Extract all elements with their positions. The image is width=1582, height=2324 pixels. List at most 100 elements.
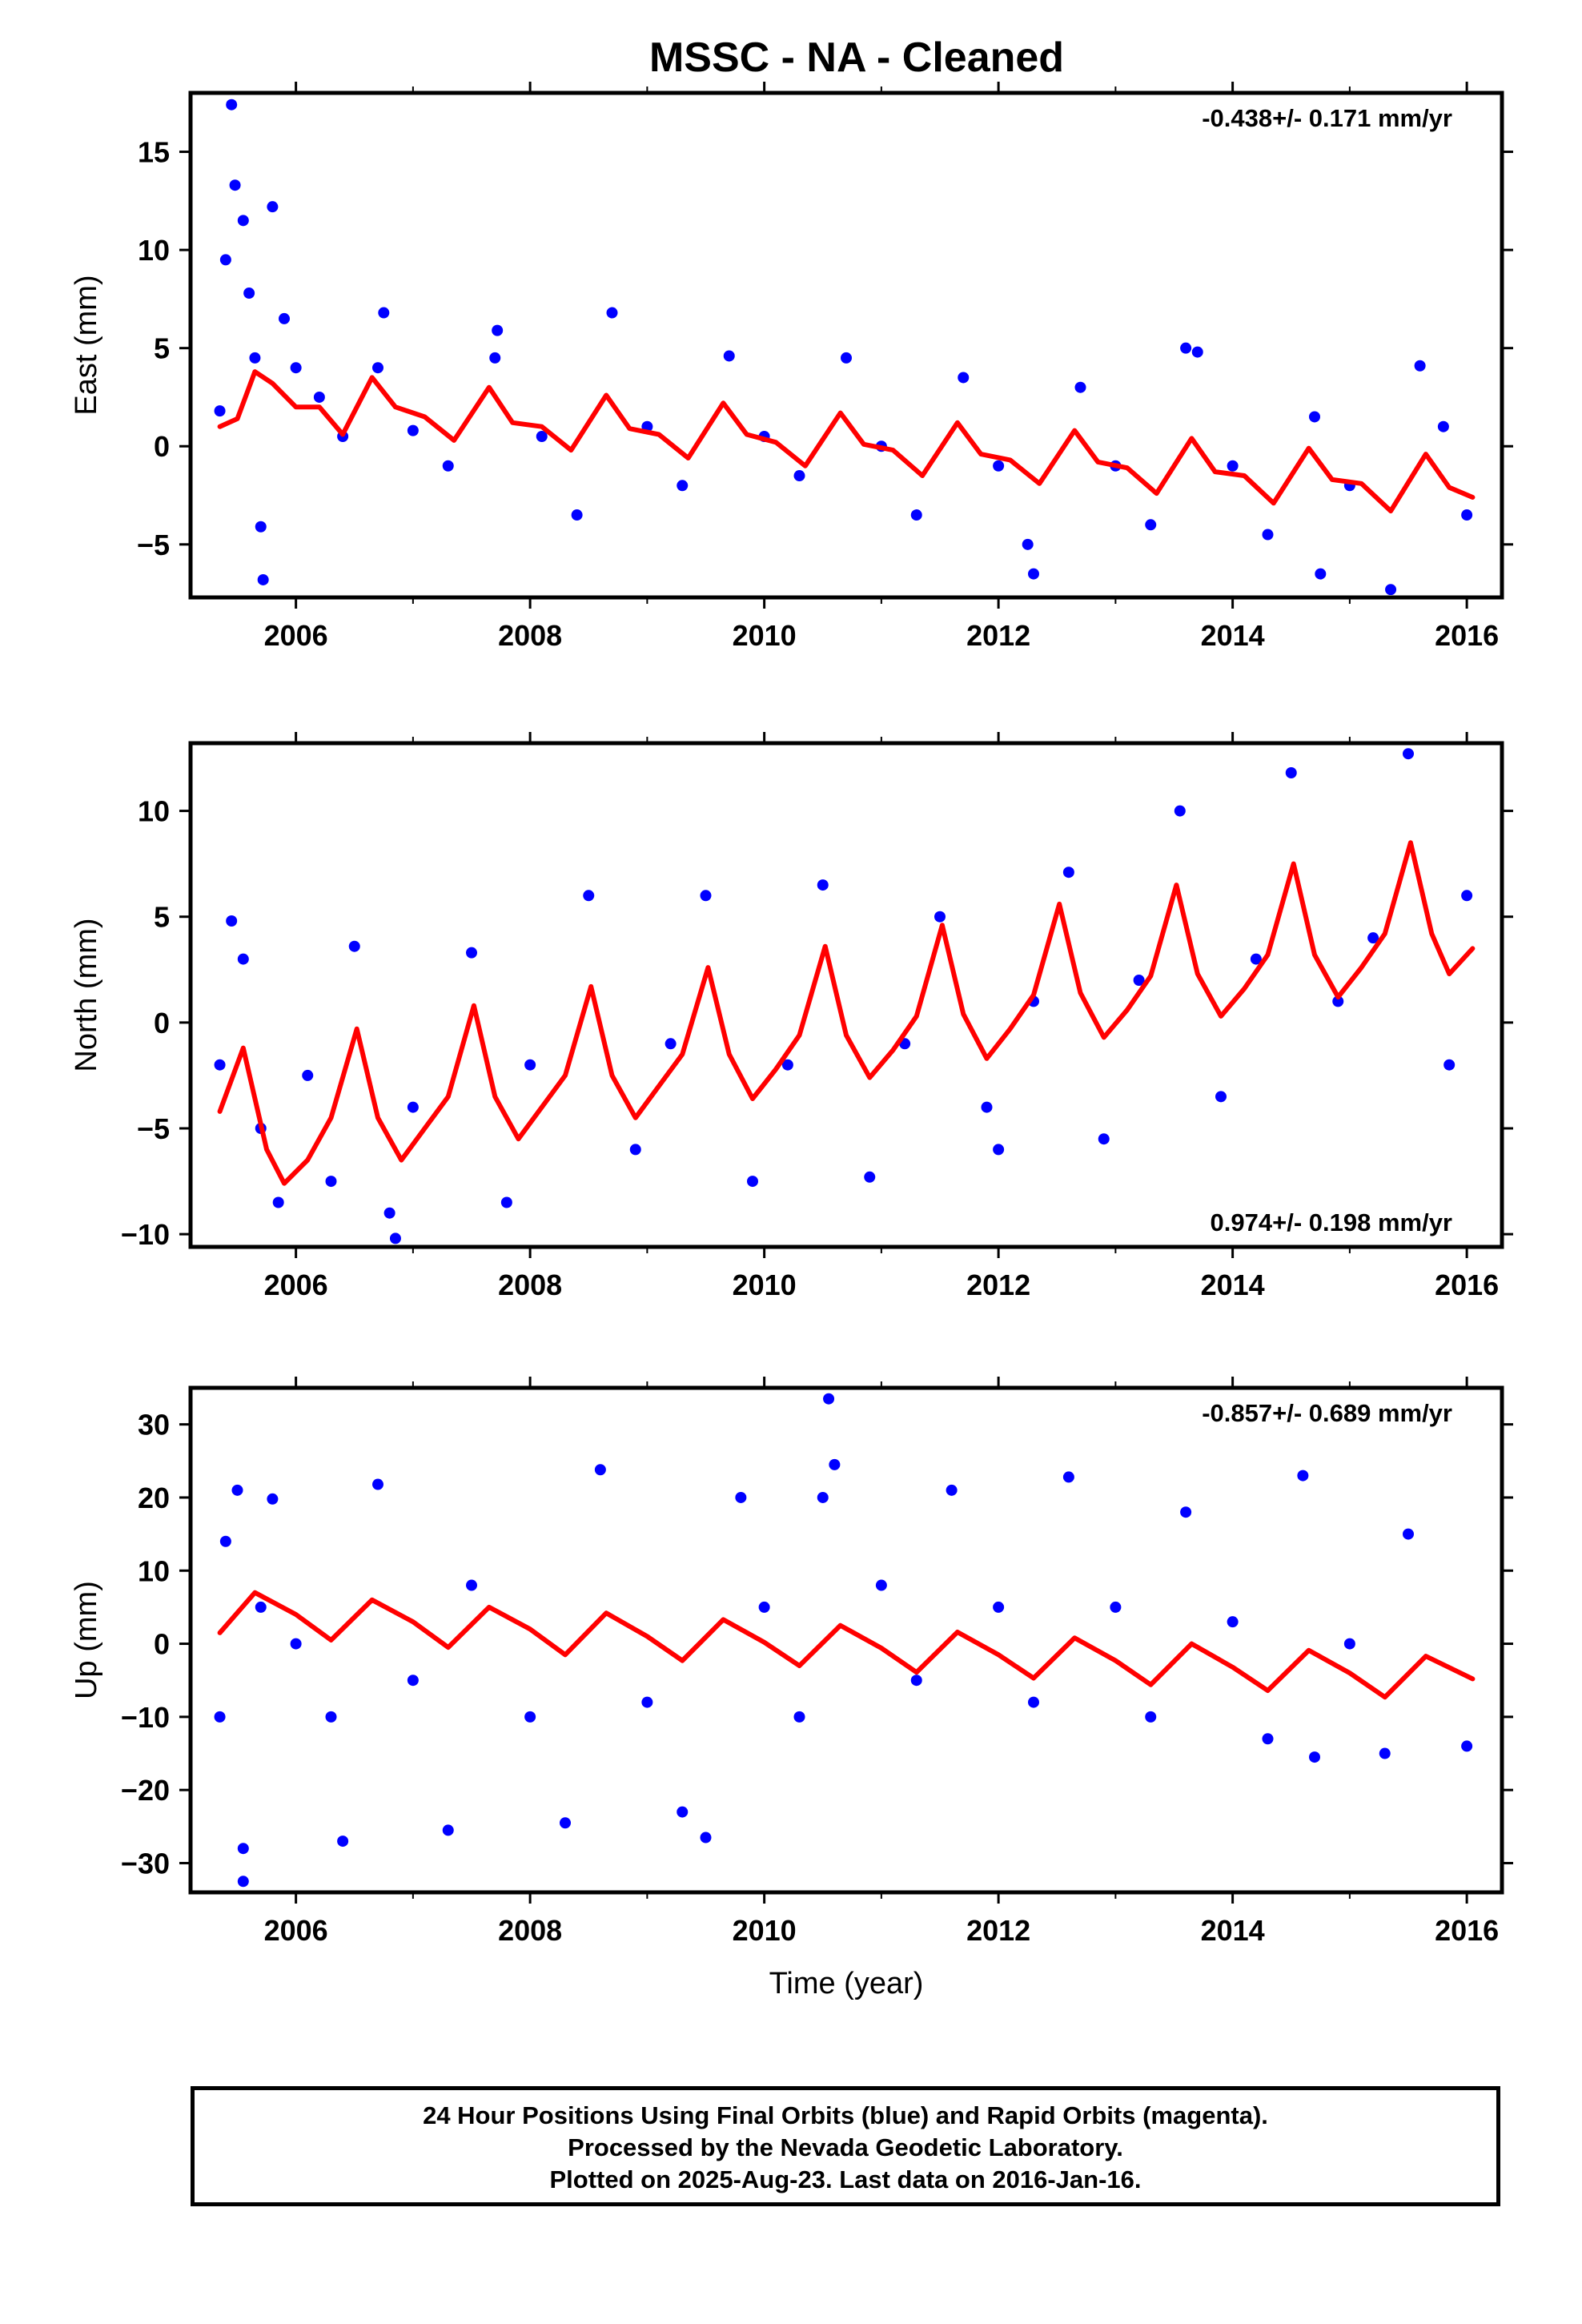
east-y-tick-label: −5 bbox=[137, 529, 170, 561]
east-frame bbox=[188, 90, 1504, 600]
north-data-point bbox=[629, 1144, 641, 1156]
north-data-point bbox=[1174, 805, 1186, 817]
up-data-point bbox=[255, 1601, 267, 1613]
up-data-point bbox=[910, 1675, 922, 1687]
east-panel: 2006 2008 2010 2012 2014 2016 −5 0 5 10 15 East (mm… bbox=[70, 82, 1513, 652]
up-data-point bbox=[1461, 1740, 1473, 1752]
east-data-point bbox=[841, 352, 852, 364]
up-data-point bbox=[1379, 1747, 1391, 1759]
up-data-point bbox=[700, 1831, 712, 1844]
east-x-tick-label: 2014 bbox=[1201, 619, 1265, 652]
north-data-layer bbox=[214, 748, 1476, 1244]
north-data-point bbox=[237, 953, 249, 965]
east-data-point bbox=[229, 179, 241, 191]
up-data-point bbox=[442, 1824, 454, 1836]
up-data-point bbox=[325, 1711, 337, 1723]
east-data-point bbox=[226, 99, 238, 111]
north-y-tick-label: −10 bbox=[121, 1218, 170, 1251]
east-x-tick-label: 2010 bbox=[733, 619, 797, 652]
east-data-point bbox=[279, 312, 290, 324]
east-model-line bbox=[217, 369, 1476, 514]
up-data-point bbox=[219, 1535, 231, 1547]
up-x-tick-label: 2006 bbox=[264, 1914, 328, 1947]
north-data-point bbox=[226, 915, 238, 927]
east-data-point bbox=[1180, 342, 1192, 354]
north-data-point bbox=[583, 890, 595, 902]
north-data-point bbox=[1250, 953, 1262, 965]
east-data-point bbox=[536, 430, 548, 442]
east-y-axis-label: East (mm) bbox=[70, 275, 103, 415]
east-data-point bbox=[1191, 346, 1203, 358]
north-data-point bbox=[934, 911, 946, 923]
east-data-point bbox=[1022, 538, 1034, 550]
north-data-point bbox=[524, 1059, 536, 1071]
north-data-point bbox=[864, 1171, 876, 1183]
north-data-point bbox=[981, 1101, 993, 1113]
up-data-point bbox=[594, 1464, 606, 1476]
north-x-tick-label: 2014 bbox=[1201, 1269, 1265, 1301]
north-data-point bbox=[1403, 748, 1414, 760]
up-data-point bbox=[466, 1579, 477, 1591]
up-data-point bbox=[823, 1393, 835, 1405]
north-data-point bbox=[781, 1059, 793, 1071]
east-data-point bbox=[1385, 584, 1397, 595]
up-data-point bbox=[407, 1675, 419, 1687]
up-y-axis-label: Up (mm) bbox=[70, 1581, 103, 1699]
up-data-point bbox=[875, 1579, 887, 1591]
east-data-point bbox=[1227, 460, 1239, 472]
north-y-tick-label: −5 bbox=[137, 1112, 170, 1145]
north-data-point bbox=[500, 1196, 512, 1208]
up-data-point bbox=[829, 1458, 841, 1470]
up-x-tick-label: 2016 bbox=[1435, 1914, 1499, 1947]
north-y-axis-label: North (mm) bbox=[70, 918, 103, 1072]
east-data-point bbox=[257, 573, 269, 585]
east-data-point bbox=[1262, 529, 1274, 541]
footer-info-box: 24 Hour Positions Using Final Orbits (bl… bbox=[191, 2086, 1500, 2206]
east-x-tick-label: 2012 bbox=[966, 619, 1030, 652]
up-data-point bbox=[1028, 1696, 1039, 1708]
east-data-point bbox=[793, 470, 805, 482]
north-data-point bbox=[383, 1207, 396, 1219]
up-y-tick-label: 0 bbox=[154, 1628, 170, 1661]
up-data-point bbox=[1110, 1601, 1122, 1613]
up-data-point bbox=[817, 1491, 829, 1503]
north-data-point bbox=[993, 1144, 1005, 1156]
east-y-tick-label: 5 bbox=[154, 332, 170, 365]
up-x-tick-label: 2010 bbox=[733, 1914, 797, 1947]
north-data-point bbox=[302, 1069, 314, 1081]
east-data-point bbox=[267, 201, 279, 213]
east-data-point bbox=[571, 509, 583, 521]
east-data-point bbox=[290, 362, 302, 374]
up-data-point bbox=[1403, 1528, 1414, 1540]
east-data-layer bbox=[214, 99, 1476, 595]
east-data-point bbox=[723, 350, 735, 362]
north-data-point bbox=[214, 1059, 226, 1071]
up-y-tick-label: −20 bbox=[121, 1774, 170, 1807]
east-data-point bbox=[442, 460, 454, 472]
up-model-line bbox=[217, 1590, 1476, 1700]
north-y-tick-label: 10 bbox=[138, 795, 170, 828]
east-data-point bbox=[378, 307, 390, 319]
east-data-point bbox=[372, 362, 383, 374]
up-data-point bbox=[237, 1843, 249, 1855]
north-x-tick-label: 2010 bbox=[733, 1269, 797, 1301]
north-x-tick-label: 2012 bbox=[966, 1269, 1030, 1301]
east-data-point bbox=[993, 460, 1005, 472]
north-data-point bbox=[1367, 932, 1379, 944]
up-frame bbox=[188, 1385, 1504, 1895]
up-data-layer bbox=[214, 1393, 1476, 1888]
north-data-point bbox=[1461, 890, 1473, 902]
east-data-point bbox=[243, 287, 255, 300]
up-data-point bbox=[946, 1484, 958, 1496]
east-data-point bbox=[492, 324, 504, 336]
east-data-point bbox=[249, 352, 261, 364]
up-data-point bbox=[993, 1601, 1005, 1613]
north-data-point bbox=[700, 890, 712, 902]
up-data-point bbox=[214, 1711, 226, 1723]
up-data-point bbox=[524, 1711, 536, 1723]
north-data-point bbox=[466, 947, 477, 959]
east-x-tick-label: 2006 bbox=[264, 619, 328, 652]
east-data-point bbox=[407, 424, 419, 436]
east-data-point bbox=[214, 405, 226, 417]
up-data-point bbox=[1062, 1471, 1074, 1483]
